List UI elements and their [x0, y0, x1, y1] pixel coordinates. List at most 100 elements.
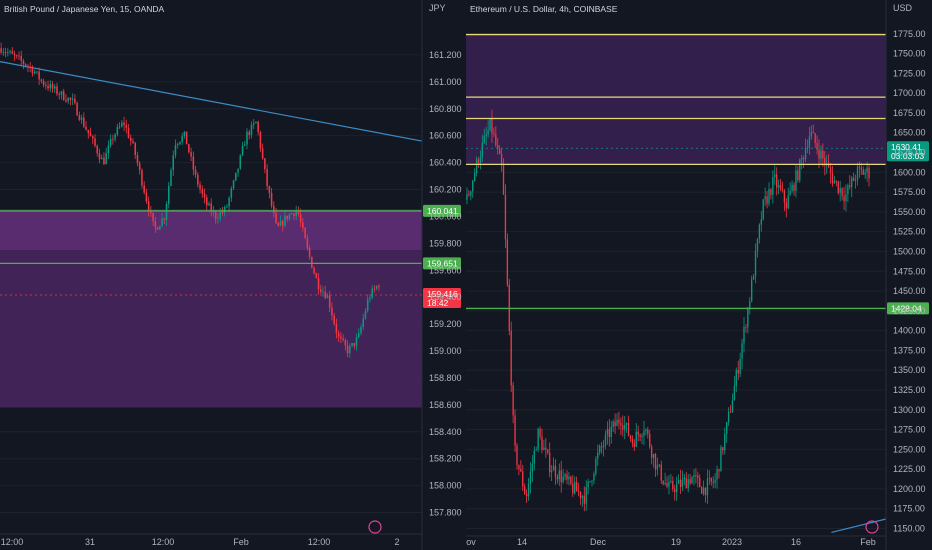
- inner-zone[interactable]: [0, 209, 422, 251]
- candle-body: [371, 288, 373, 298]
- candle-body: [804, 148, 807, 160]
- y-tick-label: 1250.00: [893, 444, 926, 454]
- candle-body: [183, 131, 186, 137]
- candle-body: [541, 436, 543, 451]
- supply-zone[interactable]: [466, 34, 886, 165]
- candle-body: [45, 84, 47, 86]
- x-tick-label: Feb: [860, 537, 876, 547]
- candle-body: [38, 71, 40, 80]
- candle-body: [475, 159, 478, 174]
- candle-body: [554, 465, 557, 477]
- candle-body: [360, 326, 362, 334]
- candle-body: [633, 443, 636, 447]
- candle-body: [785, 202, 787, 209]
- candle-body: [635, 431, 637, 447]
- candle-body: [720, 447, 722, 472]
- candle-body: [864, 172, 866, 175]
- candle-body: [510, 330, 512, 386]
- y-tick-label: 1150.00: [893, 524, 925, 534]
- candle-body: [700, 487, 703, 494]
- y-tick-label: 1300.00: [893, 405, 926, 415]
- y-tick-label: 1200.00: [893, 484, 926, 494]
- y-tick-label: 1625.00: [893, 148, 926, 158]
- candle-body: [679, 479, 682, 487]
- y-tick-label: 1475.00: [893, 266, 926, 276]
- candle-body: [362, 318, 365, 327]
- candle-body: [288, 214, 291, 219]
- candle-body: [675, 483, 678, 493]
- candle-body: [470, 191, 472, 196]
- candle-body: [677, 479, 680, 484]
- candle-body: [656, 464, 659, 470]
- candle-body: [87, 129, 90, 134]
- candle-body: [779, 185, 782, 190]
- candle-body: [504, 194, 507, 240]
- candle-body: [335, 323, 338, 334]
- currency-label: JPY: [429, 3, 446, 13]
- candle-body: [366, 299, 369, 311]
- y-tick-label: 160.600: [429, 131, 462, 141]
- candle-body: [843, 196, 845, 202]
- candle-body: [355, 337, 358, 346]
- candle-body: [232, 180, 235, 189]
- candle-body: [479, 156, 482, 164]
- candle-body: [495, 134, 497, 146]
- candle-body: [22, 60, 25, 65]
- candle-body: [575, 482, 578, 492]
- candle-body: [56, 86, 58, 94]
- candle-body: [36, 71, 38, 73]
- y-tick-label: 1450.00: [893, 286, 926, 296]
- candle-body: [0, 48, 2, 53]
- candle-body: [851, 177, 853, 187]
- candle-body: [637, 431, 639, 435]
- candle-body: [608, 429, 610, 438]
- candle-body: [716, 469, 718, 480]
- y-tick-label: 161.000: [429, 77, 462, 87]
- candle-body: [631, 438, 634, 444]
- candle-body: [13, 53, 16, 56]
- candle-body: [241, 146, 244, 156]
- candle-body: [533, 450, 535, 464]
- candle-body: [600, 446, 603, 448]
- candle-body: [53, 86, 56, 89]
- candle-body: [27, 65, 29, 67]
- candle-body: [560, 470, 562, 483]
- candle-body: [487, 130, 489, 135]
- candle-body: [625, 423, 628, 426]
- candle-body: [273, 205, 275, 213]
- last-price-badge[interactable]: [887, 141, 929, 162]
- x-tick-label: 2: [394, 537, 399, 547]
- y-tick-label: 1600.00: [893, 167, 926, 177]
- candle-body: [514, 415, 516, 446]
- y-tick-label: 1650.00: [893, 128, 926, 138]
- candle-body: [841, 188, 843, 197]
- trend-line[interactable]: [831, 518, 887, 534]
- level-label: 159.651: [427, 259, 458, 269]
- candle-body: [373, 288, 376, 290]
- candle-body: [208, 203, 210, 206]
- candle-body: [268, 186, 271, 193]
- candle-body: [862, 169, 864, 175]
- candle-body: [568, 476, 570, 480]
- alert-icon[interactable]: [368, 520, 382, 534]
- candle-body: [627, 423, 630, 436]
- candle-body: [159, 226, 161, 230]
- candle-body: [529, 471, 532, 484]
- alert-icon[interactable]: [865, 520, 879, 534]
- candle-body: [74, 98, 76, 103]
- candle-body: [668, 482, 670, 487]
- candle-body: [783, 190, 786, 203]
- candle-body: [629, 435, 632, 439]
- last-price-badge[interactable]: [423, 288, 461, 309]
- candle-body: [858, 166, 861, 168]
- candle-body: [585, 487, 587, 504]
- candle-body: [808, 136, 811, 149]
- candle-body: [489, 118, 491, 131]
- candle-body: [706, 478, 709, 496]
- candle-body: [735, 370, 737, 386]
- trend-line[interactable]: [0, 61, 423, 142]
- candle-body: [252, 123, 255, 125]
- candle-body: [702, 487, 705, 494]
